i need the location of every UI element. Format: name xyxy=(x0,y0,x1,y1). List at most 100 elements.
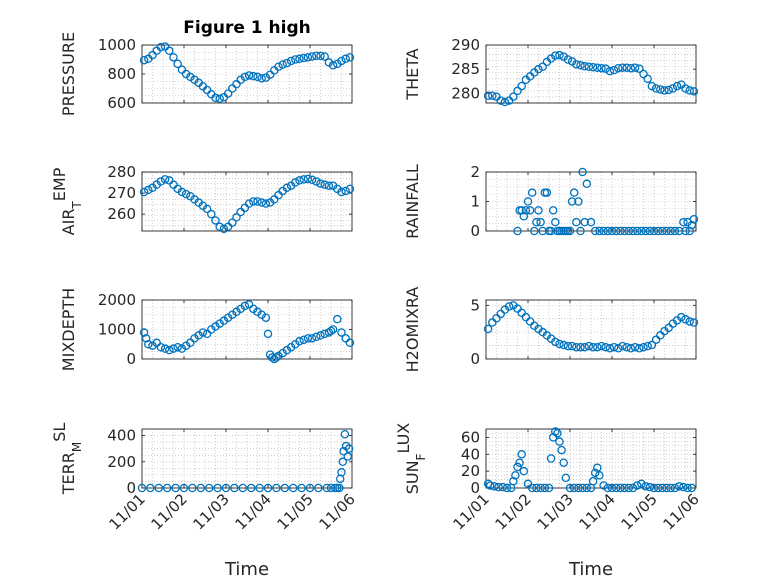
data-point xyxy=(202,85,212,95)
data-point xyxy=(282,183,292,193)
y-axis-label-part: TERR xyxy=(59,452,78,495)
y-tick-label: 2000 xyxy=(98,291,136,309)
data-point xyxy=(605,344,615,353)
data-point xyxy=(502,483,512,493)
data-point xyxy=(324,58,334,67)
data-point xyxy=(681,226,690,236)
data-point xyxy=(249,71,258,81)
data-point xyxy=(651,335,661,344)
data-point xyxy=(685,317,694,326)
y-tick-label: 800 xyxy=(107,65,136,83)
data-point xyxy=(171,483,180,493)
data-point xyxy=(324,181,334,190)
y-axis-label-subscript: T xyxy=(70,201,84,210)
data-point xyxy=(196,483,206,493)
data-point xyxy=(322,483,332,493)
data-point xyxy=(622,63,631,72)
data-point xyxy=(504,302,514,311)
data-point xyxy=(551,51,560,60)
data-point xyxy=(578,483,587,493)
data-point xyxy=(513,226,522,236)
data-point xyxy=(320,52,329,61)
data-point xyxy=(305,483,315,493)
data-point xyxy=(303,174,313,184)
data-point xyxy=(649,226,659,236)
data-point xyxy=(246,483,256,493)
data-point xyxy=(272,353,281,362)
data-point xyxy=(626,63,636,73)
data-point xyxy=(525,317,535,326)
data-series xyxy=(137,429,354,493)
data-point xyxy=(607,483,617,493)
data-point xyxy=(211,93,220,103)
data-point xyxy=(588,342,598,352)
y-axis-label: AIRTEMP xyxy=(50,167,85,235)
data-point xyxy=(590,468,600,478)
data-point xyxy=(567,57,577,66)
data-point xyxy=(681,84,690,93)
data-point xyxy=(341,334,350,343)
y-axis-label: SUNFLUX xyxy=(394,423,429,495)
data-point xyxy=(496,309,505,319)
data-point xyxy=(316,51,325,61)
data-point xyxy=(622,342,631,352)
data-point xyxy=(240,72,250,82)
data-point xyxy=(232,79,241,89)
data-point xyxy=(616,483,625,493)
data-point xyxy=(219,224,229,234)
data-point xyxy=(635,64,644,73)
data-point xyxy=(139,328,149,337)
data-point xyxy=(555,339,564,349)
data-point xyxy=(582,179,592,189)
data-point xyxy=(656,85,665,94)
data-point xyxy=(599,226,608,236)
data-point xyxy=(580,62,589,71)
data-point xyxy=(546,226,556,236)
data-point xyxy=(597,63,606,73)
data-point xyxy=(532,483,541,493)
data-point xyxy=(244,71,254,80)
y-tick-label: 1000 xyxy=(98,36,136,54)
data-point xyxy=(228,84,237,93)
data-point xyxy=(567,197,577,206)
data-point xyxy=(683,483,692,493)
grid xyxy=(485,428,697,489)
data-point xyxy=(569,483,579,493)
data-point xyxy=(333,59,342,69)
y-tick-label: 400 xyxy=(107,427,136,445)
data-point xyxy=(685,86,694,95)
data-point xyxy=(141,334,151,343)
data-point xyxy=(679,217,688,227)
data-point xyxy=(662,226,671,236)
data-point xyxy=(609,342,619,352)
data-point xyxy=(483,324,493,334)
data-point xyxy=(574,197,583,206)
data-point xyxy=(253,197,262,206)
data-point xyxy=(517,450,526,459)
data-point xyxy=(517,308,526,318)
data-point xyxy=(240,301,250,311)
data-point xyxy=(574,483,583,493)
data-point xyxy=(337,468,346,477)
y-axis-label: THETA xyxy=(403,48,422,100)
subplot-3: 260 270 280 AIRTEMP xyxy=(50,163,355,235)
x-tick-label: 11/04 xyxy=(232,490,275,533)
data-point xyxy=(555,50,564,60)
data-point xyxy=(611,226,621,236)
data-point xyxy=(291,55,300,64)
data-point xyxy=(173,59,182,69)
data-point xyxy=(345,338,355,348)
data-point xyxy=(586,217,596,227)
data-point xyxy=(137,483,147,493)
y-tick-label: 0 xyxy=(126,479,136,497)
x-tick-label: 11/03 xyxy=(534,490,577,533)
data-point xyxy=(146,483,155,493)
data-point xyxy=(532,217,541,227)
data-point xyxy=(314,483,323,493)
data-point xyxy=(338,457,348,467)
data-point xyxy=(555,437,564,446)
data-point xyxy=(255,483,264,493)
y-axis-label-part: SL xyxy=(50,423,69,442)
data-point xyxy=(333,314,342,324)
